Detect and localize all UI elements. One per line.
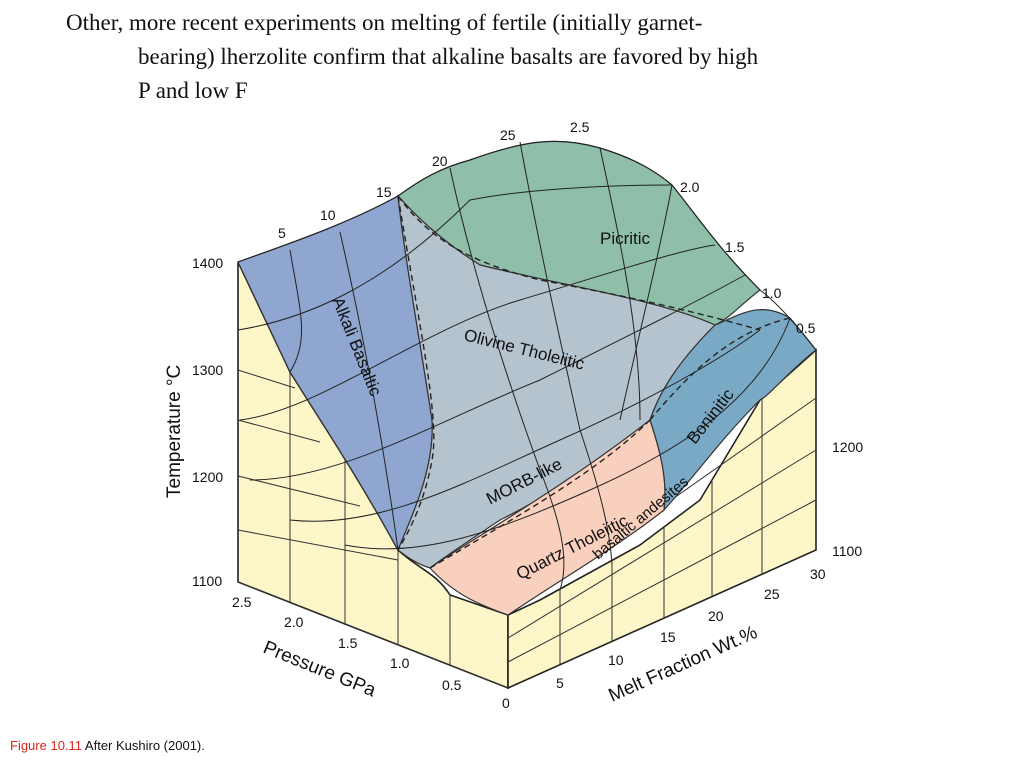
melt-top-tick: 20: [432, 153, 448, 169]
pressure-top-ticks: 2.5 2.0 1.5 1.0 0.5: [570, 119, 816, 336]
pressure-top-tick: 2.5: [570, 119, 590, 135]
temperature-tick: 1300: [192, 362, 223, 378]
temperature-ticks-right: 1200 1100: [832, 439, 863, 559]
melt-top-tick: 25: [500, 127, 516, 143]
melt-top-tick: 15: [376, 184, 392, 200]
figure-number: Figure 10.11: [10, 738, 83, 753]
pressure-ticks: 2.5 2.0 1.5 1.0 0.5: [232, 594, 462, 693]
temperature-tick-right: 1100: [832, 543, 862, 559]
melt-top-ticks: 5 10 15 20 25: [278, 127, 516, 241]
temperature-tick-right: 1200: [832, 439, 863, 455]
melt-top-tick: 10: [320, 207, 336, 223]
label-picritic: Picritic: [600, 229, 651, 248]
pressure-top-tick: 1.5: [725, 239, 745, 255]
pressure-tick: 1.5: [338, 635, 358, 651]
temperature-ticks: 1400 1300 1200 1100: [192, 255, 223, 589]
melt-tick: 0: [502, 695, 510, 711]
pressure-tick: 1.0: [390, 655, 410, 671]
melt-tick: 15: [660, 629, 676, 645]
text-line-1: Other, more recent experiments on meltin…: [66, 10, 703, 35]
caption-text: After Kushiro (2001).: [82, 738, 205, 753]
pressure-axis-label: Pressure GPa: [260, 637, 379, 701]
melt-tick: 30: [810, 566, 826, 582]
left-wall-grid: [237, 369, 509, 689]
melt-tick: 10: [608, 652, 624, 668]
pressure-tick: 2.5: [232, 594, 252, 610]
text-line-2: bearing) lherzolite confirm that alkalin…: [138, 44, 759, 69]
temperature-tick: 1200: [192, 469, 223, 485]
pressure-top-tick: 2.0: [680, 179, 700, 195]
pressure-top-tick: 1.0: [762, 285, 782, 301]
melt-tick: 5: [556, 675, 564, 691]
melt-top-tick: 5: [278, 225, 286, 241]
pressure-tick: 2.0: [284, 614, 304, 630]
figure-caption: Figure 10.11 After Kushiro (2001).: [10, 738, 205, 753]
text-line-3: P and low F: [138, 78, 248, 103]
melting-diagram: Picritic Alkali Basaltic Olivine Tholeii…: [164, 119, 863, 711]
melt-ticks: 0 5 10 15 20 25 30: [502, 566, 826, 711]
pressure-top-tick: 0.5: [796, 320, 816, 336]
temperature-axis-label: Temperature °C: [164, 365, 185, 498]
pressure-tick: 0.5: [442, 677, 462, 693]
temperature-tick: 1100: [192, 573, 222, 589]
temperature-tick: 1400: [192, 255, 223, 271]
melt-tick: 20: [708, 608, 724, 624]
melt-tick: 25: [764, 586, 780, 602]
slide-text: Other, more recent experiments on meltin…: [66, 6, 946, 108]
surface-grid: [237, 140, 817, 591]
